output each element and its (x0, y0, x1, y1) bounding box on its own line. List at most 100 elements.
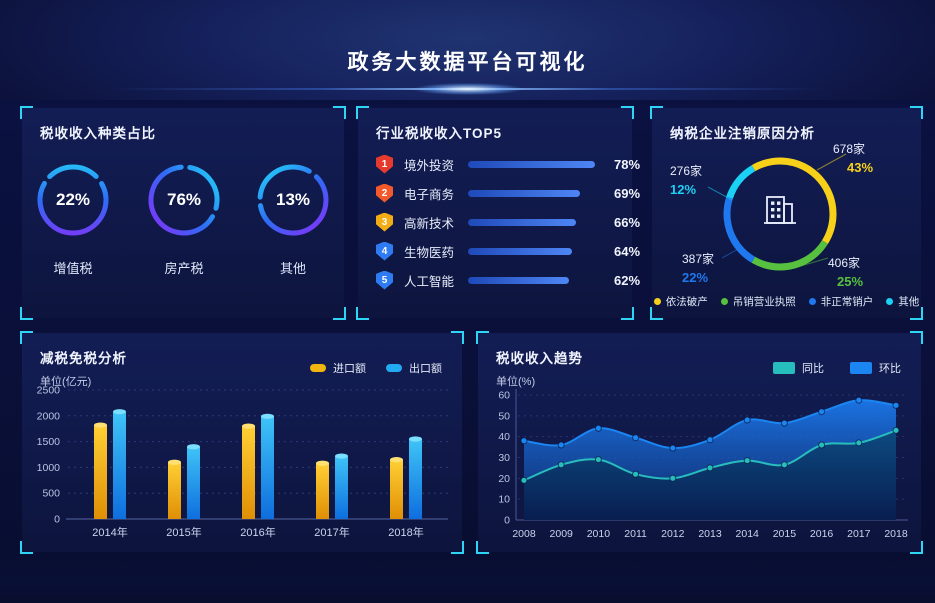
import-bar (316, 463, 329, 519)
donut-leader-line (793, 257, 829, 269)
panel-tax-type-share: 税收收入种类占比 22% 增值税 76% 房产税 13% 其他 (20, 106, 346, 320)
legend-label: 环比 (879, 363, 901, 375)
tongbi-point (520, 476, 528, 484)
tongbi-point (855, 439, 863, 447)
y-axis-tick: 30 (498, 452, 510, 464)
panel-industry-top5: 行业税收收入TOP5 1 境外投资 78% 2 电子商务 69% 3 高新技术 66% 4 生物医药… (356, 106, 640, 320)
y-axis-tick: 1500 (37, 436, 61, 448)
industry-percent: 64% (614, 243, 641, 259)
export-bar (187, 446, 200, 519)
huanbi-point (557, 441, 565, 449)
bar-top-cap (94, 422, 107, 428)
corner-bracket (20, 541, 33, 554)
corner-bracket (621, 106, 634, 119)
industry-percent: 78% (614, 156, 641, 172)
huanbi-point (632, 434, 640, 442)
x-axis-tick: 2011 (624, 528, 647, 540)
panel-title: 行业税收收入TOP5 (376, 126, 503, 141)
export-bar (113, 411, 126, 519)
donut-chart (707, 153, 847, 271)
industry-bar-track (468, 276, 600, 284)
legend-item[interactable]: 同比 (773, 360, 824, 376)
ring-percent-value: 22% (55, 190, 91, 209)
tongbi-point (780, 461, 788, 469)
corner-bracket (451, 541, 464, 554)
top5-row: 4 生物医药 64% (376, 241, 640, 261)
bar-top-cap (113, 409, 126, 415)
ring-gauge-arc (37, 164, 109, 236)
legend-swatch (386, 364, 402, 372)
legend-item[interactable]: 其他 (886, 294, 919, 309)
import-bar (390, 459, 403, 519)
y-axis-tick: 0 (54, 514, 60, 526)
huanbi-point (520, 437, 528, 445)
donut-segment (723, 157, 837, 271)
export-bar (261, 416, 274, 519)
import-bar (168, 462, 181, 519)
corner-bracket (476, 541, 489, 554)
top5-row: 5 人工智能 62% (376, 270, 640, 290)
donut-leader-line (707, 186, 733, 201)
donut-label-percent: 22% (682, 270, 709, 285)
ring-gauge: 76% (144, 160, 224, 240)
corner-bracket (910, 541, 923, 554)
y-axis-tick: 1000 (37, 462, 61, 474)
y-axis-tick: 2000 (37, 410, 61, 422)
corner-bracket (910, 106, 923, 119)
donut-leader-line (721, 247, 741, 259)
huanbi-point (706, 436, 714, 444)
legend-item[interactable]: 依法破产 (653, 294, 708, 309)
industry-bar (468, 218, 576, 226)
corner-bracket (20, 331, 33, 344)
donut-leader-line (816, 153, 847, 171)
huanbi-point (669, 444, 677, 452)
bar-top-cap (242, 423, 255, 429)
bar-top-cap (187, 444, 200, 450)
tongbi-point (818, 441, 826, 449)
x-axis-tick: 2014 (736, 528, 760, 540)
export-bar (409, 439, 422, 519)
rank-badge: 2 (376, 183, 393, 203)
bar-top-cap (335, 453, 348, 459)
donut-legend: 依法破产 吊销营业执照 非正常销户 其他 (652, 294, 921, 309)
corner-bracket (650, 307, 663, 320)
panel-tax-reduction: 0 500 1000 1500 2000 2500 2014年 2015年 2016年 2017年… (20, 331, 464, 554)
x-axis-tick: 2017 (847, 528, 871, 540)
huanbi-point (594, 424, 602, 432)
industry-bar (468, 189, 580, 197)
top5-ranking-list: 1 境外投资 78% 2 电子商务 69% 3 高新技术 66% 4 生物医药 64% 5 人工智能 62% (376, 154, 640, 299)
tongbi-point (706, 464, 714, 472)
y-axis-tick: 20 (498, 473, 510, 485)
legend-item[interactable]: 进口额 (310, 360, 366, 376)
y-axis-unit: 单位(%) (496, 376, 536, 388)
industry-bar-track (468, 247, 600, 255)
bar-top-cap (409, 436, 422, 442)
legend-item[interactable]: 非正常销户 (808, 294, 874, 309)
tongbi-point (669, 474, 677, 482)
legend-label: 非正常销户 (820, 296, 874, 308)
rank-badge: 5 (376, 270, 393, 290)
legend-dot (653, 298, 661, 305)
x-axis-tick: 2014年 (92, 525, 127, 539)
legend-label: 依法破产 (665, 296, 708, 308)
x-axis-tick: 2017年 (314, 525, 349, 539)
grouped-bar-chart: 0 500 1000 1500 2000 2500 2014年 2015年 2016年 2017年… (37, 385, 448, 539)
legend-item[interactable]: 吊销营业执照 (720, 294, 796, 309)
industry-label: 电子商务 (404, 187, 455, 202)
tongbi-point (892, 426, 900, 434)
legend-item[interactable]: 出口额 (386, 360, 442, 376)
corner-bracket (476, 331, 489, 344)
top5-row: 2 电子商务 69% (376, 183, 640, 203)
building-icon (764, 196, 796, 224)
corner-bracket (20, 307, 33, 320)
industry-label: 生物医药 (404, 245, 455, 260)
legend-item[interactable]: 环比 (850, 360, 901, 376)
page-title: 政务大数据平台可视化 (347, 51, 588, 74)
donut-label-count: 387家 (682, 252, 715, 266)
x-axis-tick: 2016 (810, 528, 834, 540)
corner-bracket (910, 331, 923, 344)
corner-bracket (650, 106, 663, 119)
city-silhouette-decoration (0, 555, 935, 603)
legend-label: 其他 (898, 296, 920, 308)
